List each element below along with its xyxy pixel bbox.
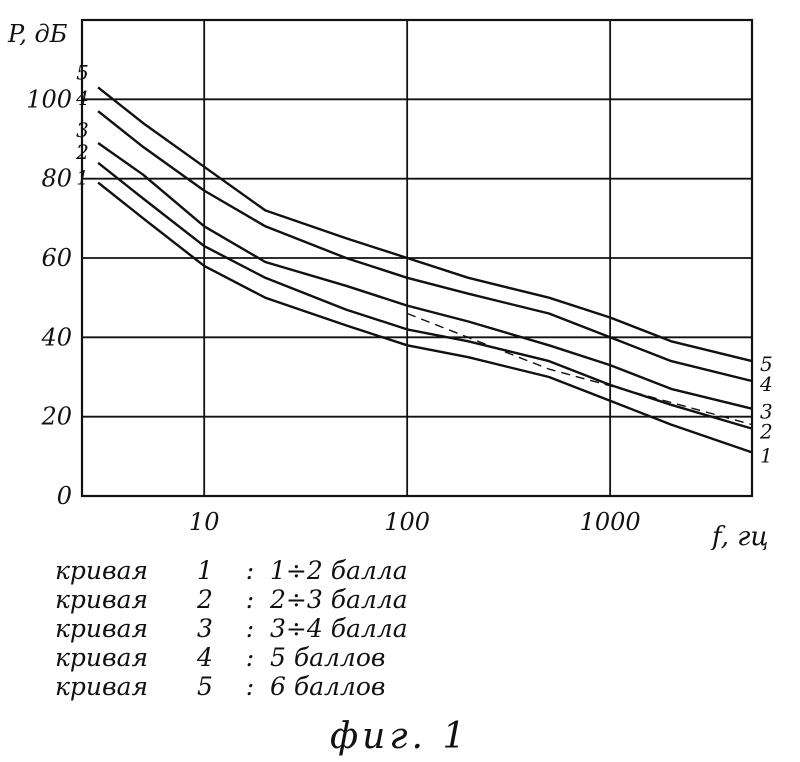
legend-curve-number: 5 <box>180 672 230 701</box>
x-tick-label: 10 <box>189 508 220 536</box>
legend-word: кривая <box>55 643 180 672</box>
curve-label-left: 5 <box>76 60 89 84</box>
legend-row: кривая 5 : 6 баллов <box>55 672 408 701</box>
legend-colon: : <box>230 643 270 672</box>
y-tick-label: 80 <box>41 165 72 193</box>
legend-description: 6 баллов <box>270 672 385 701</box>
y-tick-label: 0 <box>57 482 72 510</box>
legend-colon: : <box>230 585 270 614</box>
x-tick-label: 100 <box>384 508 430 536</box>
legend-word: кривая <box>55 614 180 643</box>
y-tick-label: 100 <box>26 85 72 113</box>
legend-word: кривая <box>55 672 180 701</box>
curve-2 <box>98 163 752 429</box>
legend-curve-number: 4 <box>180 643 230 672</box>
curve-label-right: 5 <box>760 352 773 376</box>
curve-label-left: 1 <box>76 166 89 190</box>
curve-3 <box>98 143 752 409</box>
curve-label-left: 4 <box>75 86 89 110</box>
figure-caption: фиг. 1 <box>330 716 469 757</box>
legend-colon: : <box>230 556 270 585</box>
tick-labels: 10 100 1000 0 20 40 60 80 100 <box>26 85 640 536</box>
curve-1 <box>98 183 752 453</box>
legend-description: 2÷3 балла <box>270 585 408 614</box>
legend-word: кривая <box>55 585 180 614</box>
legend-curve-number: 3 <box>180 614 230 643</box>
y-tick-label: 20 <box>40 403 72 431</box>
legend-description: 1÷2 балла <box>270 556 408 585</box>
legend-row: кривая 4 : 5 баллов <box>55 643 408 672</box>
legend-word: кривая <box>55 556 180 585</box>
legend: кривая 1 : 1÷2 балла кривая 2 : 2÷3 балл… <box>55 556 408 701</box>
legend-colon: : <box>230 614 270 643</box>
legend-row: кривая 2 : 2÷3 балла <box>55 585 408 614</box>
curve-label-left: 2 <box>75 140 89 164</box>
chart: 1122334455 101001000020406080100 P, дБ f… <box>0 0 800 550</box>
curve-4 <box>98 111 752 381</box>
legend-row: кривая 1 : 1÷2 балла <box>55 556 408 585</box>
y-tick-label: 60 <box>41 244 72 272</box>
y-axis-label: P, дБ <box>7 20 68 48</box>
x-tick-label: 1000 <box>580 508 641 536</box>
legend-description: 3÷4 балла <box>270 614 408 643</box>
legend-curve-number: 1 <box>180 556 230 585</box>
curve-label-right: 1 <box>760 443 773 467</box>
legend-description: 5 баллов <box>270 643 385 672</box>
curve-label-right: 3 <box>760 400 773 424</box>
legend-curve-number: 2 <box>180 585 230 614</box>
curve-label-left: 3 <box>76 118 89 142</box>
curves: 1122334455 <box>75 60 773 467</box>
legend-colon: : <box>230 672 270 701</box>
x-axis-label: f, гц <box>710 522 769 550</box>
legend-row: кривая 3 : 3÷4 балла <box>55 614 408 643</box>
y-tick-label: 40 <box>40 323 72 351</box>
grid <box>82 20 752 496</box>
